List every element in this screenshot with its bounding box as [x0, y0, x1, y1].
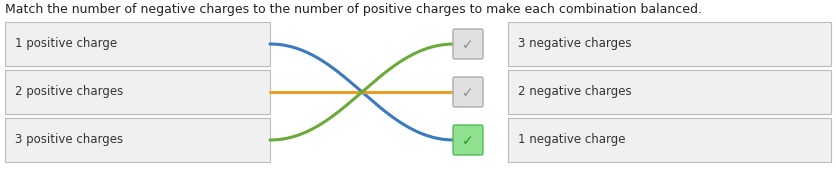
FancyBboxPatch shape [5, 70, 270, 114]
Text: Match the number of negative charges to the number of positive charges to make e: Match the number of negative charges to … [5, 3, 702, 16]
FancyBboxPatch shape [453, 77, 483, 107]
Text: 1 positive charge: 1 positive charge [15, 38, 117, 51]
FancyBboxPatch shape [5, 118, 270, 162]
Text: 2 positive charges: 2 positive charges [15, 85, 123, 98]
FancyBboxPatch shape [453, 29, 483, 59]
FancyBboxPatch shape [508, 118, 831, 162]
Text: 1 negative charge: 1 negative charge [518, 134, 625, 146]
FancyBboxPatch shape [508, 22, 831, 66]
Text: ✓: ✓ [462, 38, 474, 52]
FancyBboxPatch shape [508, 70, 831, 114]
Text: 2 negative charges: 2 negative charges [518, 85, 632, 98]
FancyBboxPatch shape [5, 22, 270, 66]
FancyBboxPatch shape [453, 125, 483, 155]
Text: 3 negative charges: 3 negative charges [518, 38, 631, 51]
Text: ✓: ✓ [462, 134, 474, 148]
Text: 3 positive charges: 3 positive charges [15, 134, 123, 146]
Text: ✓: ✓ [462, 86, 474, 100]
